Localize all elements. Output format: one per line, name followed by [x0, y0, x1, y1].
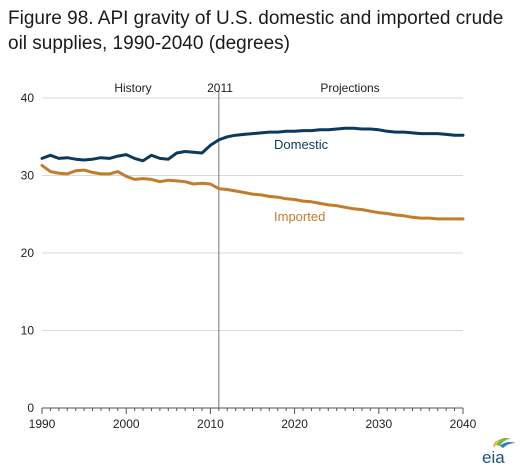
x-tick-label-1990: 1990: [29, 417, 56, 431]
logo-swoosh-icon-3: [493, 439, 501, 447]
series-lines: [40, 126, 465, 221]
logo-swoosh-icon: [496, 437, 511, 446]
axes: [41, 90, 464, 414]
y-tick-label-30: 30: [21, 169, 35, 183]
y-tick-label-40: 40: [21, 91, 35, 105]
y-tick-label-10: 10: [21, 324, 35, 338]
logo-swoosh-icon-2: [500, 442, 516, 448]
grid-lines: [42, 97, 463, 331]
series-line-domestic: [40, 126, 465, 163]
series-line-imported: [40, 163, 465, 221]
series-label-imported: Imported: [274, 209, 325, 224]
x-tick-label-2030: 2030: [365, 417, 392, 431]
x-tick-label-2000: 2000: [113, 417, 140, 431]
chart-title: Figure 98. API gravity of U.S. domestic …: [8, 8, 504, 54]
y-tick-label-0: 0: [27, 401, 34, 415]
series-label-domestic: Domestic: [274, 137, 329, 152]
annotations: History 2011 Projections Domestic Import…: [114, 81, 379, 224]
history-label: History: [114, 81, 151, 95]
x-tick-label-2040: 2040: [450, 417, 477, 431]
eia-logo: eia: [482, 437, 516, 466]
divider-year-label: 2011: [207, 81, 233, 95]
x-tick-label-2020: 2020: [281, 417, 308, 431]
y-tick-label-20: 20: [21, 246, 35, 260]
x-tick-label-2010: 2010: [197, 417, 224, 431]
projections-label: Projections: [320, 81, 379, 95]
logo-text: eia: [482, 448, 505, 466]
